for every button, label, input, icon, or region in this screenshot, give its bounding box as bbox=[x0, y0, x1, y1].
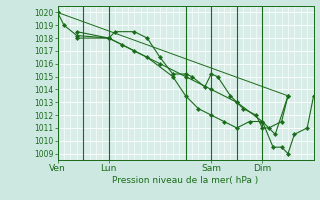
X-axis label: Pression niveau de la mer( hPa ): Pression niveau de la mer( hPa ) bbox=[112, 176, 259, 185]
